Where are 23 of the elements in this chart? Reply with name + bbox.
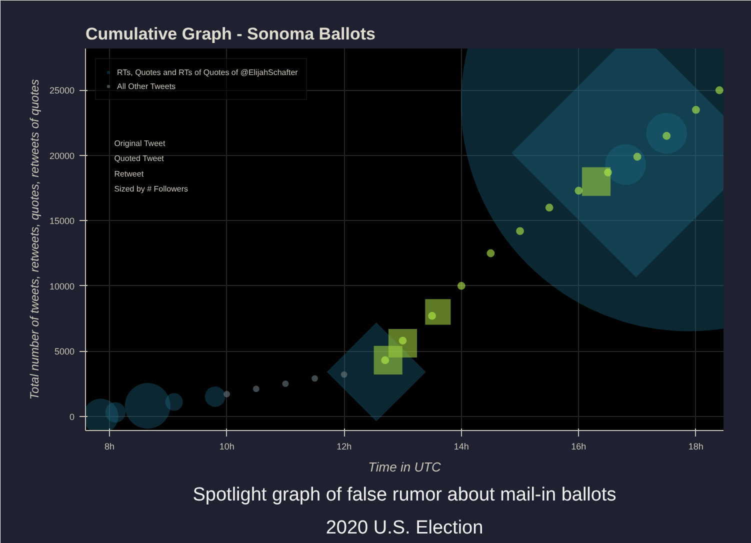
x-tick-label: 16h bbox=[571, 442, 586, 452]
x-tick-label: 8h bbox=[104, 442, 115, 452]
y-tick-label: 5000 bbox=[54, 346, 75, 357]
y-axis-title: Total number of tweets, retweets, quotes, retweets of quotes bbox=[27, 79, 42, 400]
x-tick-label: 14h bbox=[454, 442, 469, 452]
x-tick-label: 12h bbox=[336, 442, 352, 452]
legend-label: All Other Tweets bbox=[117, 81, 176, 91]
x-tick-label: 18h bbox=[688, 442, 704, 452]
legend-label: RTs, Quotes and RTs of Quotes of @ElijahSchafter bbox=[117, 67, 298, 77]
y-tick-label: 0 bbox=[69, 412, 75, 422]
annotation: Quoted Tweet bbox=[114, 154, 165, 164]
annotation: Original Tweet bbox=[114, 138, 166, 148]
text: Spotlight graph of false rumor about mail-in ballots bbox=[192, 484, 616, 506]
x-tick-label: 10h bbox=[219, 442, 234, 452]
chart-title: Cumulative Graph - Sonoma Ballots bbox=[86, 24, 376, 44]
y-tick-label: 20000 bbox=[49, 150, 75, 161]
y-tick-label: 15000 bbox=[49, 216, 75, 226]
text: 2020 U.S. Election bbox=[326, 518, 484, 538]
y-tick-label: 10000 bbox=[49, 281, 75, 292]
annotation: Retweet bbox=[114, 169, 144, 178]
annotation: Sized by # Followers bbox=[114, 184, 188, 194]
y-tick-label: 25000 bbox=[49, 86, 75, 96]
x-axis-title: Time in UTC bbox=[368, 460, 442, 474]
